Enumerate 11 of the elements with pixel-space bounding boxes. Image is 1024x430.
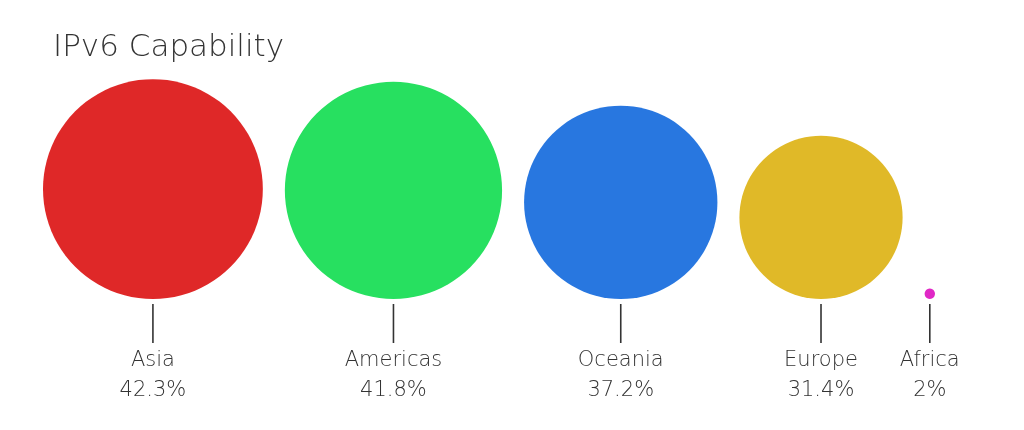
data-label: 41.8% bbox=[360, 377, 427, 401]
category-label: Europe bbox=[784, 347, 858, 371]
category-label: Americas bbox=[344, 347, 443, 371]
category-label: Asia bbox=[130, 347, 175, 371]
category-label: Africa bbox=[899, 347, 960, 371]
data-label: 31.4% bbox=[787, 377, 855, 401]
data-label: 2% bbox=[913, 377, 947, 401]
category-label: Oceania bbox=[577, 347, 664, 371]
text: IPv6 Capability bbox=[53, 26, 285, 63]
data-label: 42.3% bbox=[119, 377, 187, 401]
data-label: 37.2% bbox=[587, 377, 655, 401]
